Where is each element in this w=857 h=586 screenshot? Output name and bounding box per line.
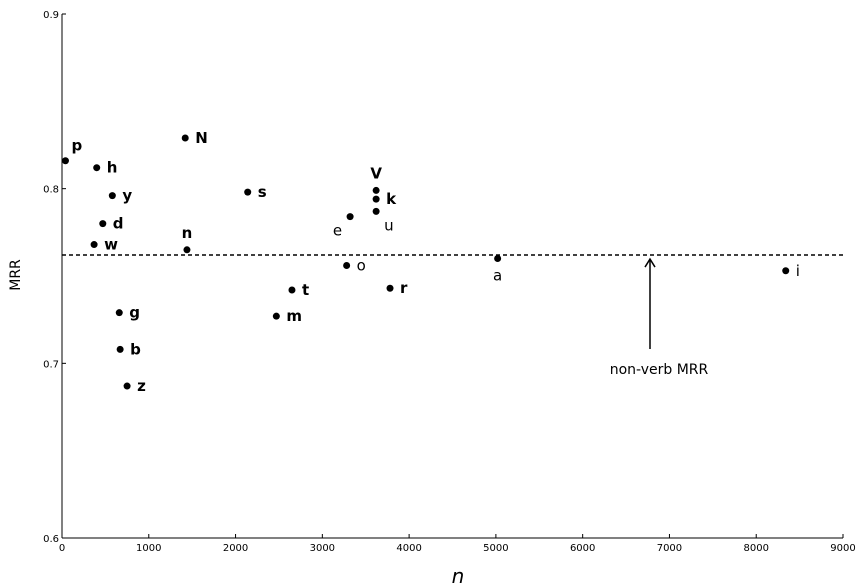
point-label-p: p (71, 137, 82, 155)
data-point-u (372, 207, 380, 215)
data-point-r (386, 284, 394, 292)
point-label-N: N (195, 129, 208, 147)
data-point-d (99, 220, 107, 228)
x-tick-label: 7000 (657, 543, 682, 554)
point-label-n: n (182, 224, 193, 242)
point-label-o: o (357, 257, 366, 275)
data-point-z (123, 382, 131, 390)
point-label-e: e (333, 222, 342, 240)
axes: 0.6 0.7 0.8 0.9 0 1000 2000 3000 4000 5000 6000 700… (43, 10, 856, 554)
data-point-m (272, 312, 280, 320)
point-label-s: s (258, 183, 267, 201)
data-point-o (343, 262, 351, 270)
x-tick-label: 5000 (483, 543, 508, 554)
point-label-r: r (400, 279, 408, 297)
point-label-a: a (493, 267, 502, 285)
x-tick-label: 3000 (310, 543, 335, 554)
data-point-g (115, 309, 123, 317)
point-label-m: m (286, 307, 302, 325)
data-point-s (244, 188, 252, 196)
data-point-V (372, 186, 380, 194)
x-tick-label: 2000 (223, 543, 248, 554)
point-label-b: b (130, 340, 141, 358)
y-tick-label: 0.7 (43, 359, 59, 370)
data-point-k (372, 195, 380, 203)
point-label-i: i (796, 262, 800, 280)
reference-line-label: non-verb MRR (610, 362, 709, 378)
data-point-t (288, 286, 296, 294)
x-tick-label: 9000 (830, 543, 855, 554)
data-point-w (90, 241, 98, 249)
x-tick-label: 8000 (743, 543, 768, 554)
data-point-p (61, 157, 69, 165)
point-label-t: t (302, 281, 309, 299)
point-label-k: k (386, 190, 397, 208)
x-tick-label: 6000 (570, 543, 595, 554)
x-tick-label: 1000 (136, 543, 161, 554)
x-tick-label: 4000 (396, 543, 421, 554)
data-point-e (346, 213, 354, 221)
data-point-b (116, 345, 124, 353)
y-tick-label: 0.9 (43, 10, 59, 21)
x-axis-title: n (452, 564, 465, 586)
y-tick-label: 0.6 (43, 534, 59, 545)
y-tick-label: 0.8 (43, 185, 59, 196)
point-label-V: V (370, 164, 382, 182)
data-point-i (782, 267, 790, 275)
data-point-n (183, 246, 191, 254)
point-label-h: h (107, 159, 118, 177)
point-label-u: u (384, 216, 394, 234)
point-label-w: w (104, 236, 118, 254)
annotation-arrow-head (644, 257, 656, 268)
point-label-g: g (129, 304, 140, 322)
annotation-group: non-verb MRR (610, 257, 709, 378)
data-point-y (108, 192, 116, 200)
y-axis-title: MRR (8, 259, 24, 291)
data-point-N (181, 134, 189, 142)
point-label-z: z (137, 377, 146, 395)
data-point-h (93, 164, 101, 172)
point-label-y: y (122, 187, 132, 205)
point-label-d: d (113, 215, 124, 233)
x-tick-label: 0 (59, 543, 65, 554)
data-point-a (494, 255, 502, 263)
